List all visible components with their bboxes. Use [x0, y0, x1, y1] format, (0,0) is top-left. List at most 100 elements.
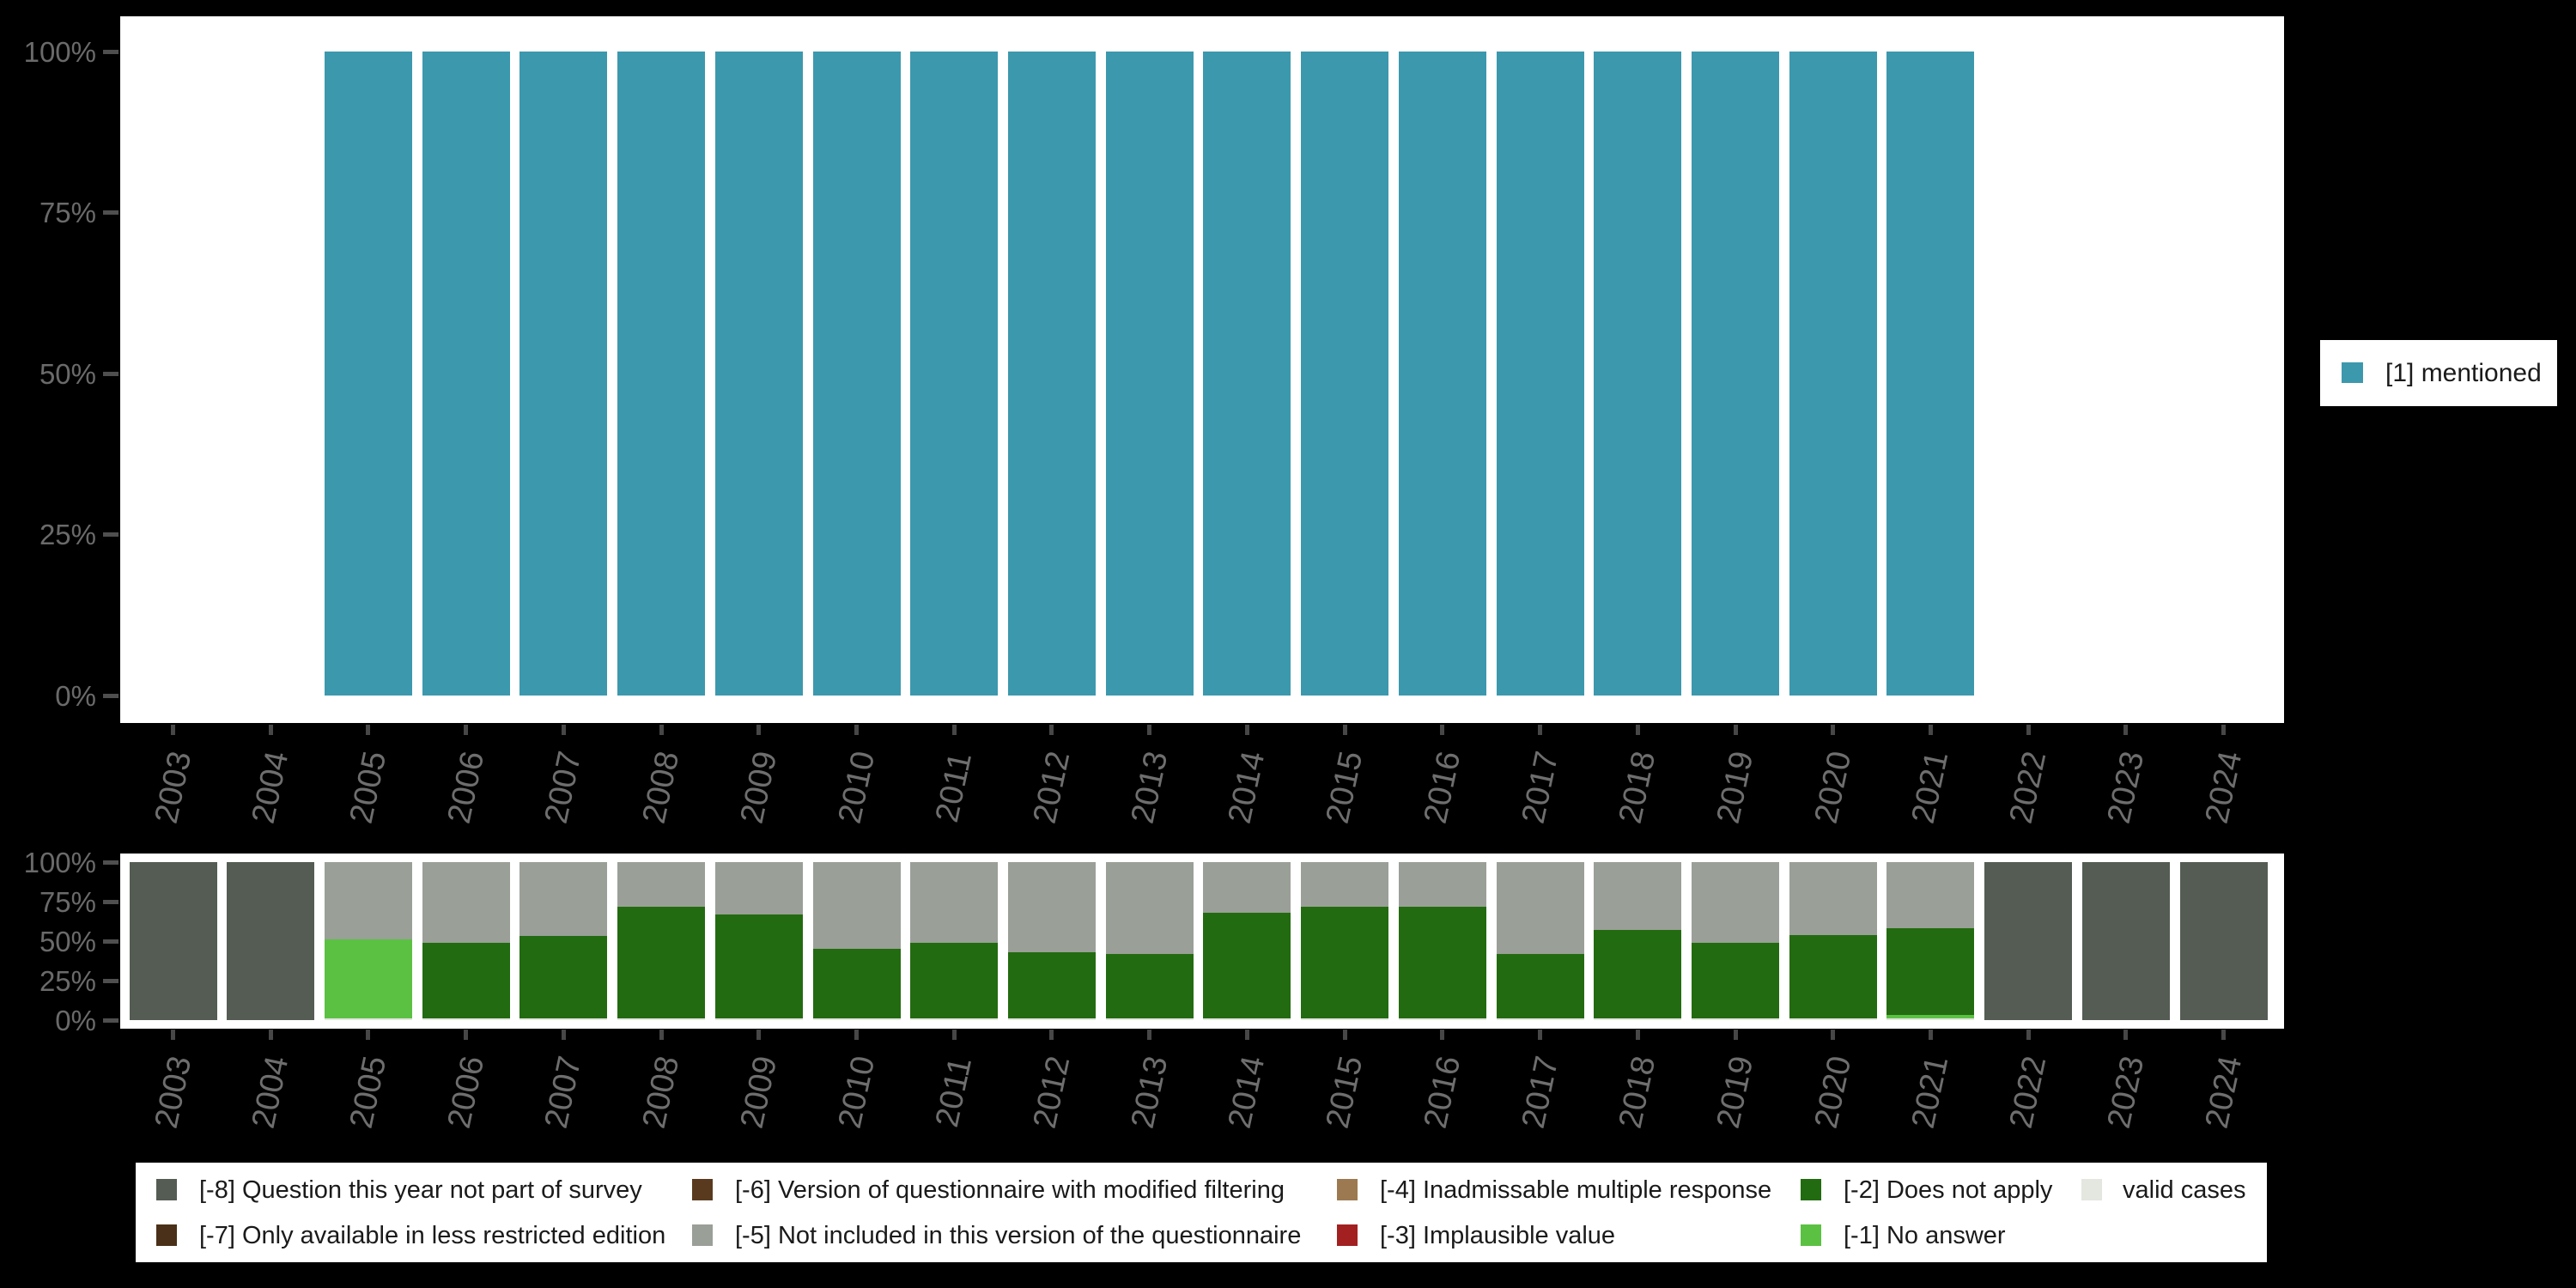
- x-axis-year-label: 2017: [1515, 748, 1565, 827]
- legend-right: [1] mentioned: [2320, 340, 2557, 406]
- legend-item-label: [-4] Inadmissable multiple response: [1380, 1176, 1772, 1204]
- x-axis-year-label: 2012: [1026, 748, 1078, 827]
- y-axis-tick: [103, 210, 118, 215]
- x-axis-tick: [1733, 1030, 1738, 1040]
- bar-segment: [714, 52, 803, 696]
- bar-2009: [714, 16, 803, 723]
- x-axis-tick: [1049, 725, 1054, 735]
- y-axis-tick-label: 0%: [55, 1004, 96, 1036]
- legend-color-swatch: [156, 1179, 177, 1200]
- bar-segment: [812, 862, 901, 950]
- x-axis-year-label: 2007: [538, 748, 589, 827]
- bar-2009: [714, 854, 803, 1029]
- bar-segment: [1886, 1018, 1975, 1020]
- legend-item-label: [-1] No answer: [1844, 1222, 2006, 1249]
- bar-segment: [1594, 862, 1682, 931]
- x-axis-tick: [1147, 1030, 1152, 1040]
- x-axis-tick: [1244, 1030, 1249, 1040]
- legend-color-swatch: [1337, 1224, 1358, 1246]
- x-axis-tick: [951, 725, 957, 735]
- bar-2017: [1496, 854, 1584, 1029]
- legend-color-swatch: [156, 1224, 177, 1246]
- x-axis-year-label: 2006: [440, 748, 491, 827]
- x-axis-tick: [2026, 725, 2031, 735]
- bar-segment: [1789, 934, 1877, 1019]
- bar-segment: [812, 52, 901, 696]
- x-axis-tick: [2026, 1030, 2031, 1040]
- bar-segment: [1007, 1018, 1096, 1020]
- x-axis-tick: [268, 725, 273, 735]
- x-axis-tick: [1440, 725, 1445, 735]
- legend-item: [-7] Only available in less restricted e…: [136, 1221, 2267, 1250]
- x-axis-year-label: 2018: [1612, 1053, 1663, 1132]
- x-axis-year-label: 2008: [635, 1053, 687, 1132]
- y-axis-tick-label: 50%: [39, 925, 96, 957]
- bar-2024: [2179, 854, 2268, 1029]
- x-axis-tick: [171, 725, 175, 735]
- x-axis-tick: [268, 1030, 273, 1040]
- bar-2020: [1789, 16, 1877, 723]
- bar-segment: [1496, 862, 1584, 954]
- x-axis-year-label: 2019: [1710, 1053, 1761, 1132]
- bar-segment: [1301, 862, 1389, 907]
- bar-segment: [617, 906, 706, 1019]
- x-axis-tick: [2221, 1030, 2227, 1040]
- legend-item: [-8] Question this year not part of surv…: [136, 1176, 2267, 1205]
- bar-segment: [422, 1018, 510, 1020]
- bar-segment: [1105, 1018, 1194, 1020]
- bar-segment: [1886, 862, 1975, 929]
- bar-segment: [910, 1018, 999, 1020]
- x-axis-tick: [951, 1030, 957, 1040]
- x-axis-tick: [1538, 1030, 1543, 1040]
- bar-segment: [714, 914, 803, 1019]
- bar-segment: [714, 1018, 803, 1020]
- bar-2017: [1496, 16, 1584, 723]
- bar-segment: [1692, 862, 1780, 943]
- bar-segment: [617, 1018, 706, 1020]
- x-axis-year-label: 2009: [733, 1053, 785, 1132]
- bar-2007: [519, 16, 608, 723]
- x-axis-tick: [2123, 1030, 2129, 1040]
- bar-segment: [519, 1018, 608, 1020]
- x-axis-tick: [756, 725, 762, 735]
- x-axis-year-label: 2018: [1612, 748, 1663, 827]
- legend-item: [-5] Not included in this version of the…: [136, 1221, 2267, 1250]
- x-axis-tick: [1147, 725, 1152, 735]
- x-axis-tick: [1928, 725, 1933, 735]
- bar-2020: [1789, 854, 1877, 1029]
- legend-color-swatch: [692, 1179, 713, 1200]
- bar-segment: [1496, 953, 1584, 1019]
- bar-segment: [324, 939, 412, 1019]
- bar-segment: [1692, 52, 1780, 696]
- bar-segment: [1105, 953, 1194, 1019]
- legend-color-swatch: [2081, 1179, 2102, 1200]
- legend-bottom: [-8] Question this year not part of surv…: [136, 1163, 2267, 1262]
- y-axis-tick: [103, 532, 118, 537]
- x-axis-tick: [1831, 725, 1836, 735]
- bar-segment: [1203, 862, 1291, 913]
- bar-segment: [1789, 52, 1877, 696]
- y-axis-tick: [103, 49, 118, 54]
- bar-2010: [812, 16, 901, 723]
- x-axis-year-label: 2008: [635, 748, 687, 827]
- x-axis-tick: [1733, 725, 1738, 735]
- x-axis-year-label: 2024: [2198, 1053, 2249, 1132]
- bar-2007: [519, 854, 608, 1029]
- bar-2011: [910, 16, 999, 723]
- x-axis-tick: [2123, 725, 2129, 735]
- bar-2019: [1692, 854, 1780, 1029]
- bar-segment: [1692, 942, 1780, 1019]
- x-axis-year-label: 2020: [1807, 1053, 1859, 1132]
- x-axis-year-label: 2009: [733, 748, 785, 827]
- bar-segment: [1594, 1018, 1682, 1020]
- bar-segment: [1105, 52, 1194, 696]
- bar-segment: [1301, 1018, 1389, 1020]
- y-axis-tick-label: 100%: [23, 35, 96, 68]
- x-axis-tick: [561, 1030, 566, 1040]
- bar-2005: [324, 854, 412, 1029]
- bar-segment: [617, 52, 706, 696]
- mentioned-legend-label: [1] mentioned: [2385, 359, 2542, 387]
- x-axis-year-label: 2004: [245, 1053, 296, 1132]
- bar-segment: [910, 52, 999, 696]
- bar-2014: [1203, 854, 1291, 1029]
